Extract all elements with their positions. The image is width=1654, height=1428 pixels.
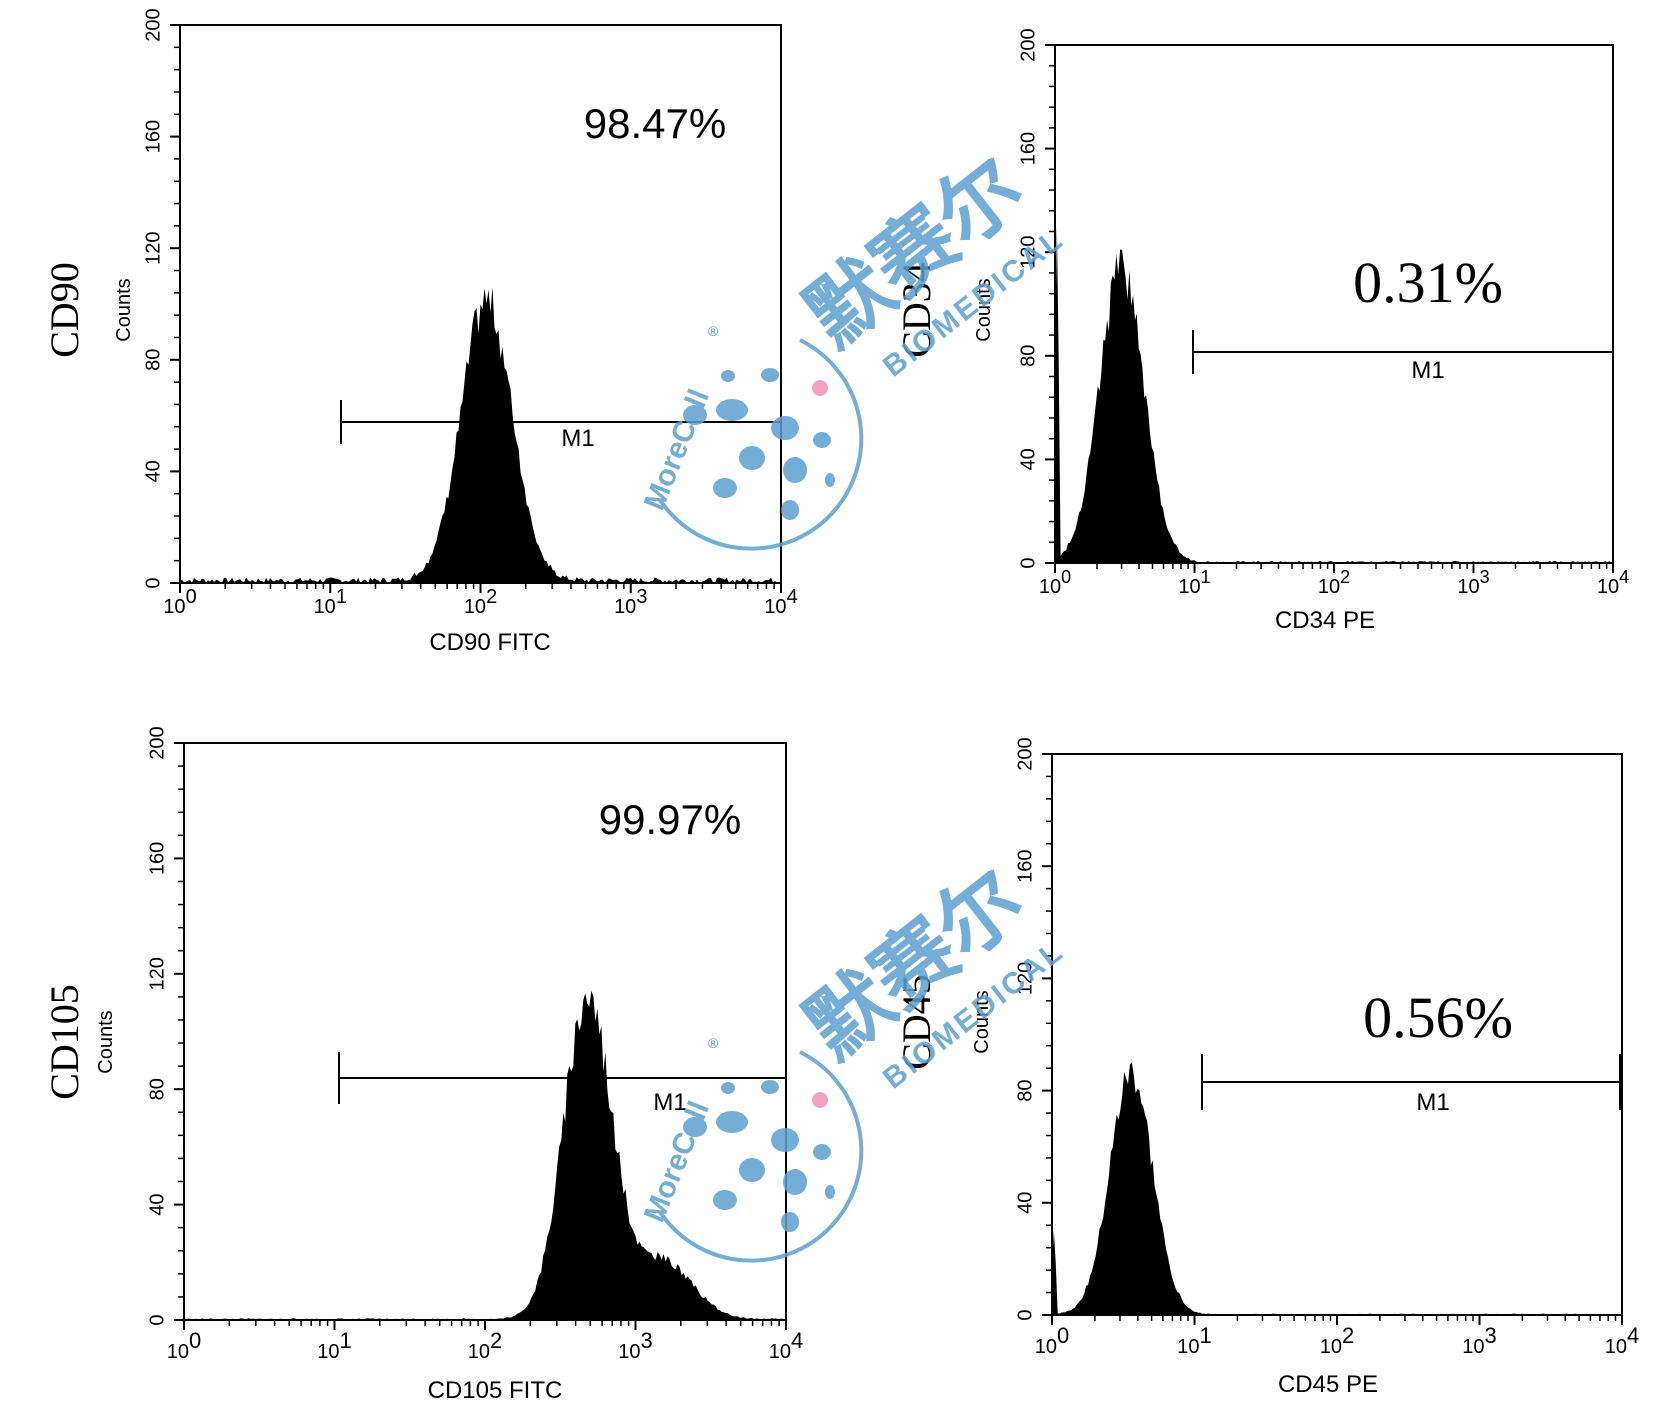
watermark-dots [683, 1080, 835, 1232]
x-tick-label: 103 [1457, 567, 1489, 598]
watermark-logo-text: MoreCell [638, 385, 716, 515]
y-tick-label: 0 [142, 577, 164, 588]
watermark-pink-dot [812, 380, 828, 396]
histogram-area [184, 990, 786, 1320]
watermark-logo-text: MoreCell [638, 1097, 716, 1227]
gate-label: M1 [1416, 1089, 1449, 1116]
panel-label: CD34 [894, 262, 939, 358]
y-axis-label: Counts [971, 990, 993, 1053]
gate-label: M1 [561, 425, 594, 452]
y-tick-label: 80 [142, 349, 164, 371]
x-tick-label: 102 [1320, 1323, 1355, 1358]
percent-positive: 0.31% [1353, 250, 1503, 315]
x-axis-label: CD34 PE [1275, 607, 1375, 634]
panel-label: CD105 [42, 984, 87, 1100]
x-tick-label: 101 [1178, 567, 1210, 598]
y-tick-label: 40 [142, 460, 164, 482]
y-tick-label: 200 [1014, 737, 1036, 770]
gate-label: M1 [1411, 357, 1444, 384]
x-tick-label: 101 [1177, 1323, 1212, 1358]
y-tick-label: 200 [146, 726, 168, 759]
gate-label: M1 [653, 1089, 686, 1116]
y-tick-label: 0 [146, 1314, 168, 1325]
y-tick-label: 40 [146, 1193, 168, 1215]
x-tick-label: 102 [1318, 567, 1350, 598]
watermark-dots [683, 368, 835, 520]
histogram-area [180, 287, 781, 583]
y-tick-label: 120 [1014, 962, 1036, 995]
percent-positive: 99.97% [599, 796, 741, 843]
x-axis-label: CD90 FITC [429, 629, 550, 656]
watermark-logo: MoreCell ® 默赛尔 BIOMEDICAL [638, 141, 1071, 551]
y-tick-label: 80 [146, 1078, 168, 1100]
y-tick-label: 0 [1017, 557, 1039, 568]
watermark-arc [658, 338, 864, 551]
y-tick-label: 0 [1014, 1309, 1036, 1320]
histogram-area [1055, 226, 1613, 564]
y-tick-label: 200 [142, 8, 164, 41]
y-axis-label: Counts [113, 278, 135, 341]
panel-label: CD45 [894, 974, 939, 1070]
panel-label: CD90 [42, 262, 87, 358]
x-tick-label: 104 [1597, 567, 1629, 598]
x-tick-label: 101 [317, 1328, 352, 1363]
percent-positive: 98.47% [584, 100, 726, 147]
y-tick-label: 200 [1017, 28, 1039, 61]
x-tick-label: 100 [1039, 567, 1071, 598]
panel-cd90: 100 101 102 103 104 0 40 80 120 160 200 CD90 Count… [42, 8, 798, 656]
x-tick-label: 102 [468, 1328, 503, 1363]
y-tick-label: 160 [142, 120, 164, 153]
y-tick-label: 160 [1017, 132, 1039, 165]
panel-cd105: 100 101 102 103 104 0 40 80 120 160 200 CD105 Coun… [42, 726, 803, 1404]
y-tick-label: 120 [1017, 236, 1039, 269]
panel-cd34: 100 101 102 103 104 0 40 80 120 160 200 CD34 Count… [894, 28, 1629, 634]
y-tick-label: 120 [146, 957, 168, 990]
x-tick-label: 104 [769, 1328, 804, 1363]
watermark-arc [658, 1050, 864, 1263]
x-tick-label: 102 [464, 586, 497, 618]
histogram-area [1052, 1062, 1622, 1315]
x-tick-label: 103 [614, 586, 647, 618]
percent-positive: 0.56% [1363, 985, 1513, 1050]
y-axis-label: Counts [973, 278, 995, 341]
y-tick-label: 120 [142, 232, 164, 265]
y-tick-label: 80 [1017, 345, 1039, 367]
watermark-registered: ® [708, 1035, 719, 1051]
y-tick-label: 160 [1014, 850, 1036, 883]
y-axis-label: Counts [95, 1010, 117, 1073]
y-tick-label: 160 [146, 842, 168, 875]
watermark-pink-dot [812, 1092, 828, 1108]
watermark-logo: MoreCell ® 默赛尔 BIOMEDICAL [638, 853, 1071, 1263]
y-tick-label: 80 [1014, 1079, 1036, 1101]
watermark-registered: ® [708, 323, 719, 339]
x-tick-label: 104 [764, 586, 797, 618]
x-tick-label: 100 [163, 586, 196, 618]
y-tick-label: 40 [1014, 1192, 1036, 1214]
x-axis-label: CD105 FITC [428, 1377, 563, 1404]
x-tick-label: 100 [167, 1328, 202, 1363]
x-tick-label: 101 [314, 586, 347, 618]
x-tick-label: 104 [1605, 1323, 1640, 1358]
x-axis-label: CD45 PE [1278, 1371, 1378, 1398]
x-tick-label: 100 [1035, 1323, 1070, 1358]
panel-cd45: 100 101 102 103 104 0 40 80 120 160 200 CD45 Count… [894, 737, 1639, 1398]
y-tick-label: 40 [1017, 448, 1039, 470]
x-tick-label: 103 [1462, 1323, 1497, 1358]
x-tick-label: 103 [618, 1328, 653, 1363]
